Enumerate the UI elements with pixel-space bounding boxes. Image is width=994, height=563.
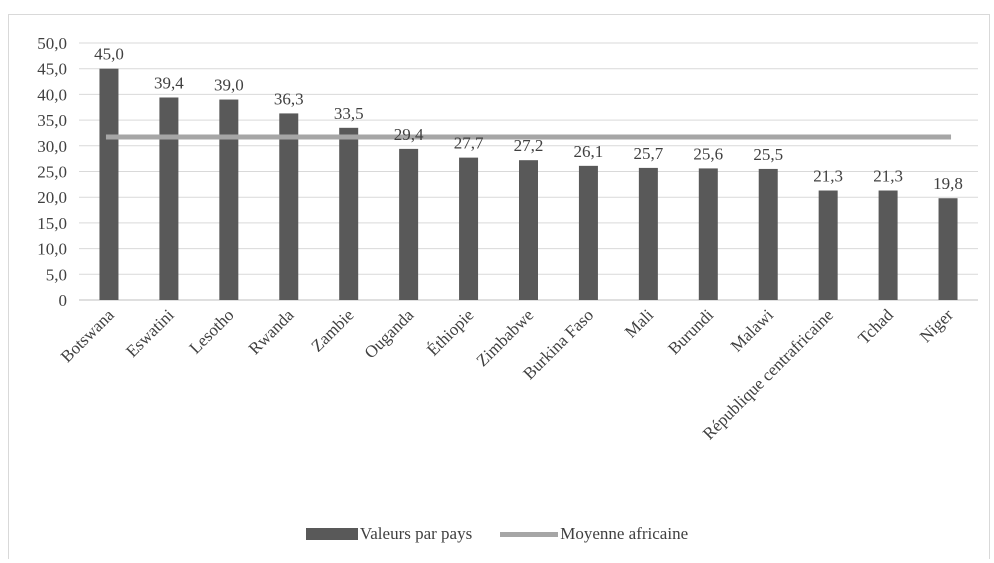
x-tick-label: Botswana xyxy=(57,305,118,366)
data-labels: 45,0 39,4 39,0 36,3 33,5 29,4 27,7 27,2 26,1 25,7… xyxy=(94,45,963,194)
x-tick-label: Malawi xyxy=(727,305,777,355)
bar-data-label: 19,8 xyxy=(933,174,963,193)
bar xyxy=(818,190,838,300)
y-tick-label: 0 xyxy=(59,291,68,310)
bar xyxy=(279,113,299,300)
bar-data-label: 27,7 xyxy=(454,134,484,153)
x-tick-label: Éthiopie xyxy=(423,305,477,359)
legend-item-bars: Valeurs par pays xyxy=(305,524,473,544)
x-tick-label: Burundi xyxy=(664,305,717,358)
bar xyxy=(219,99,239,300)
y-tick-label: 30,0 xyxy=(37,137,67,156)
bar-data-label: 27,2 xyxy=(514,136,544,155)
bar xyxy=(698,168,718,300)
y-tick-label: 35,0 xyxy=(37,111,67,130)
x-tick-label: Tchad xyxy=(854,305,897,348)
bar xyxy=(459,157,479,300)
bar xyxy=(758,168,778,300)
bar-data-label: 21,3 xyxy=(873,167,903,186)
bar xyxy=(159,97,179,300)
x-tick-label: Mali xyxy=(621,305,657,341)
y-tick-label: 20,0 xyxy=(37,188,67,207)
bar xyxy=(878,190,898,300)
bar-data-label: 39,4 xyxy=(154,73,184,92)
bar xyxy=(99,68,119,300)
chart-frame xyxy=(8,14,990,559)
bar xyxy=(638,167,658,300)
y-tick-label: 10,0 xyxy=(37,240,67,259)
y-tick-label: 25,0 xyxy=(37,163,67,182)
x-tick-label: Rwanda xyxy=(245,305,298,358)
bar-data-label: 26,1 xyxy=(574,142,604,161)
bar-data-label: 29,4 xyxy=(394,125,424,144)
legend-swatch-bars xyxy=(305,528,358,540)
bar-data-label: 39,0 xyxy=(214,76,244,95)
x-tick-label: Zambie xyxy=(307,305,357,355)
bar xyxy=(399,148,419,300)
bar-data-label: 45,0 xyxy=(94,45,124,64)
x-axis-labels: Botswana Eswatini Lesotho Rwanda Zambie Ougan… xyxy=(57,305,957,443)
legend-swatch-average xyxy=(500,531,559,537)
bar xyxy=(938,198,958,300)
bar xyxy=(578,165,598,300)
bar-data-label: 25,5 xyxy=(753,145,783,164)
legend: Valeurs par pays Moyenne africaine xyxy=(0,521,994,547)
x-tick-label: Lesotho xyxy=(185,305,237,357)
bar-data-label: 25,7 xyxy=(633,144,663,163)
legend-item-average: Moyenne africaine xyxy=(500,524,688,544)
bar-data-label: 33,5 xyxy=(334,104,364,123)
bar-data-label: 21,3 xyxy=(813,167,843,186)
bars xyxy=(99,68,958,300)
y-tick-label: 45,0 xyxy=(37,60,67,79)
legend-label-average: Moyenne africaine xyxy=(560,524,689,543)
bar xyxy=(519,160,538,300)
x-tick-label: Niger xyxy=(916,305,957,346)
y-tick-label: 15,0 xyxy=(37,214,67,233)
x-tick-label: Ouganda xyxy=(361,305,418,362)
y-tick-label: 40,0 xyxy=(37,85,67,104)
legend-label-bars: Valeurs par pays xyxy=(359,524,473,543)
y-axis-ticks: 0 5,0 10,0 15,0 20,0 25,0 30,0 35,0 40,0 45,0 50,0 xyxy=(37,34,67,310)
bar-data-label: 36,3 xyxy=(274,89,304,108)
y-tick-label: 5,0 xyxy=(46,265,67,284)
bar-data-label: 25,6 xyxy=(693,144,723,163)
y-tick-label: 50,0 xyxy=(37,34,67,53)
bar xyxy=(339,127,359,300)
x-tick-label: Eswatini xyxy=(122,305,178,361)
